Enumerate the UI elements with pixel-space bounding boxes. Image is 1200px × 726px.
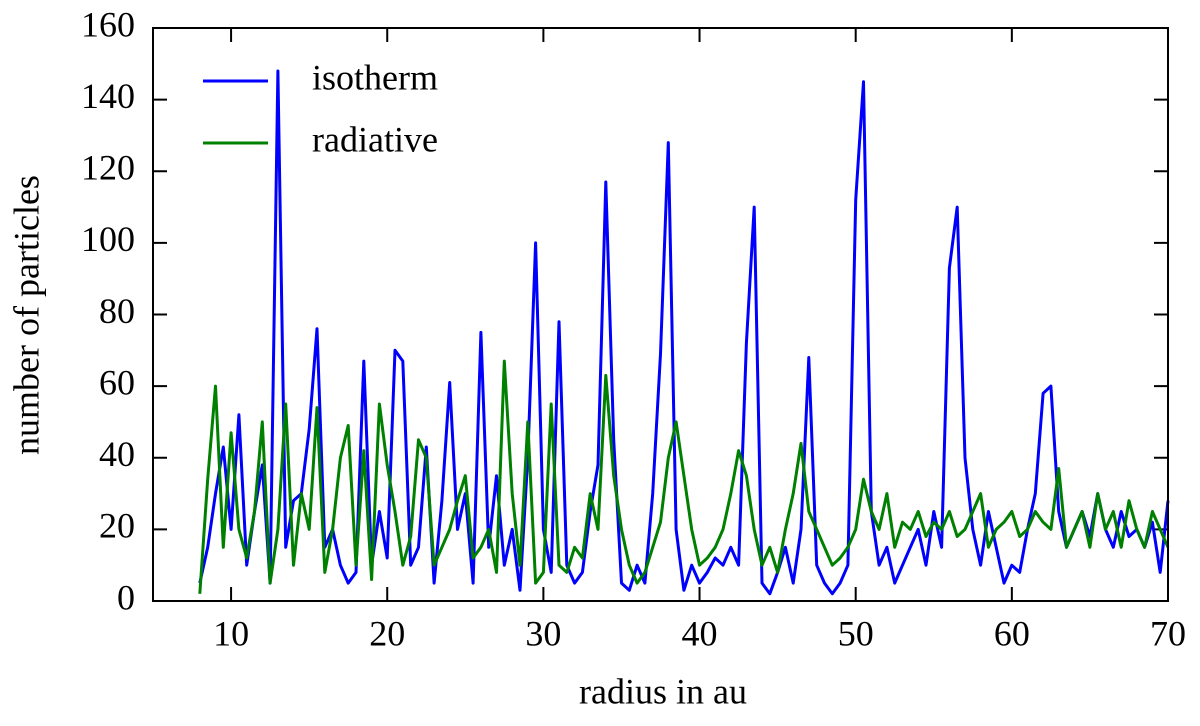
y-tick-label: 120 — [81, 148, 135, 188]
y-tick-label: 0 — [117, 577, 135, 617]
x-tick-label: 70 — [1150, 613, 1186, 653]
x-tick-label: 50 — [838, 613, 874, 653]
y-tick-label: 140 — [81, 76, 135, 116]
y-tick-label: 80 — [99, 291, 135, 331]
legend-label: radiative — [312, 119, 438, 159]
y-tick-label: 20 — [99, 506, 135, 546]
series-line — [198, 69, 1170, 596]
y-tick-label: 160 — [81, 4, 135, 44]
series-line — [198, 359, 1170, 594]
y-tick-label: 60 — [99, 362, 135, 402]
x-tick-label: 10 — [213, 613, 249, 653]
y-tick-label: 40 — [99, 434, 135, 474]
x-tick-label: 60 — [994, 613, 1030, 653]
plot-border — [152, 27, 1169, 602]
y-tick-label: 100 — [81, 219, 135, 259]
x-tick-label: 20 — [369, 613, 405, 653]
y-axis-label: number of particles — [6, 175, 46, 455]
x-axis-label: radius in au — [579, 671, 747, 711]
x-tick-label: 30 — [525, 613, 561, 653]
legend-label: isotherm — [312, 57, 438, 97]
x-tick-label: 40 — [682, 613, 718, 653]
